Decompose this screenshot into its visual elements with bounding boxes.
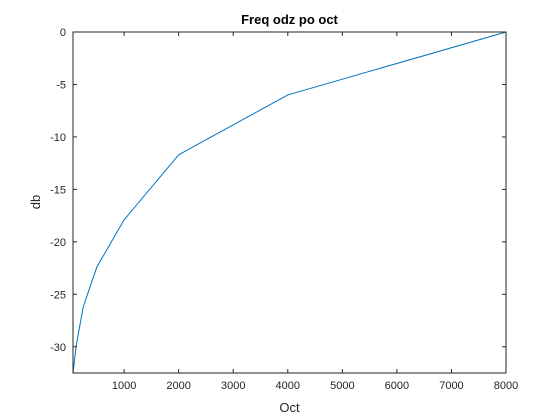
x-axis-label: Oct [279, 400, 300, 415]
y-tick-label: -20 [50, 237, 66, 249]
plot-area [73, 32, 506, 373]
axes-box [72, 31, 507, 374]
y-tick-label: -30 [50, 342, 66, 354]
x-tick-label: 1000 [112, 380, 136, 392]
x-tick-label: 4000 [276, 380, 300, 392]
x-tick-label: 3000 [221, 380, 245, 392]
x-tick-label: 6000 [385, 380, 409, 392]
series-layer [72, 31, 507, 374]
x-tick-label: 7000 [439, 380, 463, 392]
y-tick-label: -15 [50, 184, 66, 196]
y-tick-label: 0 [60, 27, 66, 39]
series-line-0 [72, 31, 507, 374]
y-tick-label: -10 [50, 132, 66, 144]
x-tick-label: 2000 [166, 380, 190, 392]
y-axis-label: db [28, 195, 43, 209]
y-tick-label: -5 [56, 79, 66, 91]
chart-title: Freq odz po oct [241, 12, 338, 27]
y-tick-label: -25 [50, 289, 66, 301]
x-axis: 1000 2000 3000 4000 5000 6000 7000 8000 [112, 32, 518, 392]
x-tick-label: 8000 [494, 380, 518, 392]
y-axis: 0 -5 -10 -15 -20 -25 -30 [50, 27, 506, 354]
x-tick-label: 5000 [330, 380, 354, 392]
